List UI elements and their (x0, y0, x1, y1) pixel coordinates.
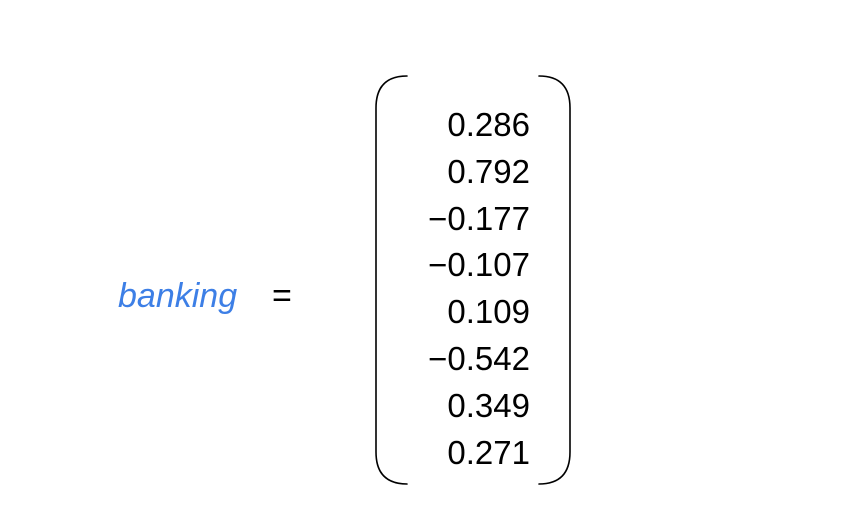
vector-entry: 0.349 (447, 386, 530, 424)
vector-entry: 0.792 (447, 152, 530, 190)
word-label: banking (118, 277, 238, 315)
vector-entry: −0.542 (428, 339, 530, 377)
vector-values: 0.286 0.792 −0.177 −0.107 0.109 −0.542 0.349 0.… (400, 100, 530, 474)
vector-entry: −0.177 (428, 199, 530, 237)
vector-entry: −0.107 (428, 246, 530, 284)
right-bracket (538, 75, 571, 485)
vector-entry: 0.286 (447, 106, 530, 143)
equals-sign: = (272, 277, 292, 315)
vector-entry: 0.271 (447, 433, 530, 471)
vector-entry: 0.109 (447, 293, 530, 331)
